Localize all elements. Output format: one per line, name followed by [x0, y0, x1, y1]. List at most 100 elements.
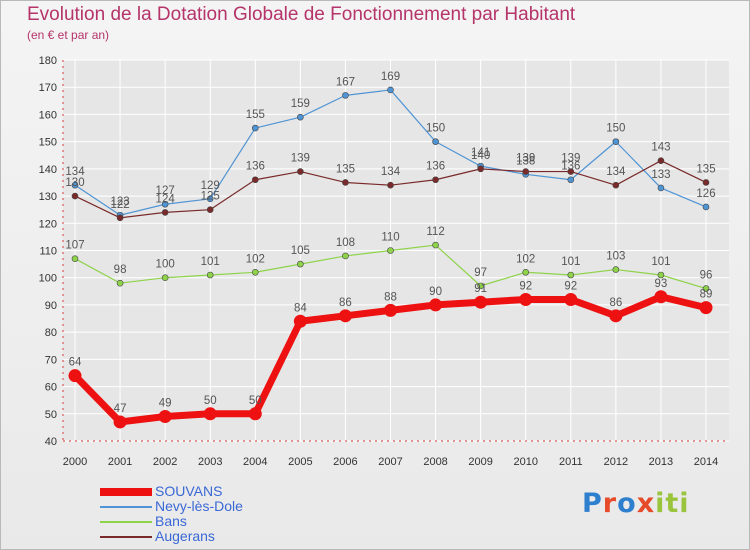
data-point-souvans — [158, 410, 172, 424]
legend-swatch — [100, 506, 152, 508]
legend-label: Nevy-lès-Dole — [155, 498, 243, 514]
data-point-nevy-les-dole — [432, 138, 439, 145]
data-label-bans: 102 — [246, 253, 265, 265]
data-point-souvans — [293, 314, 307, 328]
data-point-bans — [161, 274, 169, 282]
data-label-nevy-les-dole: 167 — [336, 76, 355, 88]
data-point-bans — [657, 271, 665, 279]
x-tick-label: 2007 — [378, 456, 402, 468]
data-label-bans: 98 — [114, 264, 127, 276]
x-tick-label: 2004 — [243, 456, 267, 468]
x-tick-label: 2014 — [694, 456, 718, 468]
gridlines — [63, 59, 729, 442]
data-label-souvans: 93 — [655, 278, 668, 290]
data-label-augerans: 130 — [65, 177, 84, 189]
data-label-souvans: 47 — [114, 403, 127, 415]
x-tick-label: 2010 — [513, 456, 537, 468]
data-label-augerans: 134 — [606, 166, 626, 178]
data-label-souvans: 86 — [609, 297, 622, 309]
data-point-souvans — [474, 295, 488, 309]
data-point-bans — [477, 282, 484, 290]
data-point-souvans — [654, 290, 668, 304]
data-point-augerans — [342, 179, 349, 186]
data-label-nevy-les-dole: 129 — [201, 180, 220, 192]
data-point-augerans — [206, 206, 214, 213]
data-label-souvans: 89 — [700, 289, 713, 301]
legend-swatch — [100, 521, 152, 523]
data-label-nevy-les-dole: 159 — [291, 98, 310, 110]
data-label-nevy-les-dole: 155 — [246, 109, 265, 121]
data-label-augerans: 140 — [471, 150, 490, 162]
data-point-bans — [522, 268, 530, 276]
data-label-augerans: 135 — [696, 163, 715, 175]
data-label-augerans: 143 — [651, 142, 670, 154]
x-tick-label: 2008 — [423, 456, 447, 468]
data-label-nevy-les-dole: 169 — [381, 71, 400, 83]
data-point-bans — [71, 255, 79, 262]
x-tick-label: 2005 — [288, 456, 312, 468]
x-tick-label: 2006 — [333, 456, 357, 468]
data-labels: 134 123 127 129 155 159 167 169 150 141 138 136 150 1… — [65, 71, 715, 415]
data-label-bans: 101 — [561, 256, 580, 268]
data-point-souvans — [113, 415, 127, 429]
data-point-augerans — [522, 168, 530, 175]
data-label-souvans: 64 — [69, 357, 82, 369]
data-label-souvans: 86 — [339, 297, 352, 309]
data-point-augerans — [702, 179, 710, 186]
data-label-nevy-les-dole: 136 — [561, 161, 580, 173]
x-tick-label: 2013 — [649, 456, 673, 468]
data-point-bans — [116, 279, 124, 287]
data-point-augerans — [297, 168, 304, 175]
data-point-nevy-les-dole — [612, 138, 620, 145]
data-label-nevy-les-dole: 126 — [696, 188, 715, 200]
data-point-augerans — [161, 209, 169, 216]
data-point-bans — [567, 271, 575, 279]
legend-label: Bans — [155, 513, 187, 529]
data-label-souvans: 49 — [159, 398, 172, 410]
data-point-nevy-les-dole — [702, 203, 710, 211]
data-point-souvans — [429, 298, 443, 312]
data-label-souvans: 91 — [474, 283, 487, 295]
chart-title: Evolution de la Dotation Globale de Fonc… — [27, 4, 576, 25]
data-point-augerans — [477, 165, 484, 173]
chart-subtitle: (en € et par an) — [27, 28, 110, 42]
data-point-bans — [206, 271, 214, 279]
data-point-souvans — [338, 309, 352, 323]
y-tick-label: 130 — [39, 191, 57, 203]
data-point-nevy-les-dole — [342, 92, 349, 99]
proxiti-logo: Proxiti — [582, 488, 690, 519]
data-label-bans: 100 — [156, 259, 175, 271]
x-tick-label: 2012 — [604, 456, 628, 468]
data-label-nevy-les-dole: 123 — [110, 196, 129, 208]
data-label-nevy-les-dole: 150 — [606, 123, 625, 135]
data-label-souvans: 50 — [204, 395, 217, 407]
x-tick-label: 2002 — [153, 456, 177, 468]
data-label-bans: 112 — [426, 226, 444, 238]
data-label-augerans: 136 — [246, 161, 265, 173]
legend-label: Augerans — [155, 528, 215, 544]
data-point-souvans — [519, 292, 533, 306]
tick-labels: 40 50 60 70 80 90 100 110 120 130 140 150 160 170 180 2… — [39, 55, 719, 468]
data-label-augerans: 139 — [561, 153, 580, 165]
data-point-souvans — [248, 407, 262, 421]
data-label-nevy-les-dole: 141 — [471, 147, 490, 159]
y-tick-label: 180 — [39, 55, 57, 67]
data-label-augerans: 136 — [426, 161, 445, 173]
data-label-augerans: 134 — [381, 166, 401, 178]
data-label-augerans: 135 — [336, 163, 355, 175]
data-label-bans: 105 — [291, 245, 310, 257]
data-point-augerans — [251, 176, 259, 184]
series-lines — [68, 86, 713, 429]
data-point-bans — [387, 247, 394, 254]
data-label-augerans: 125 — [201, 191, 220, 203]
data-point-souvans — [384, 303, 397, 317]
data-label-nevy-les-dole: 127 — [156, 185, 175, 197]
data-label-nevy-les-dole: 138 — [516, 155, 535, 167]
y-tick-label: 80 — [45, 327, 57, 339]
data-point-augerans — [116, 214, 124, 222]
data-point-souvans — [203, 407, 217, 421]
data-point-augerans — [612, 181, 620, 189]
x-tick-label: 2001 — [108, 456, 132, 468]
data-point-bans — [702, 285, 710, 292]
data-point-nevy-les-dole — [251, 124, 259, 132]
